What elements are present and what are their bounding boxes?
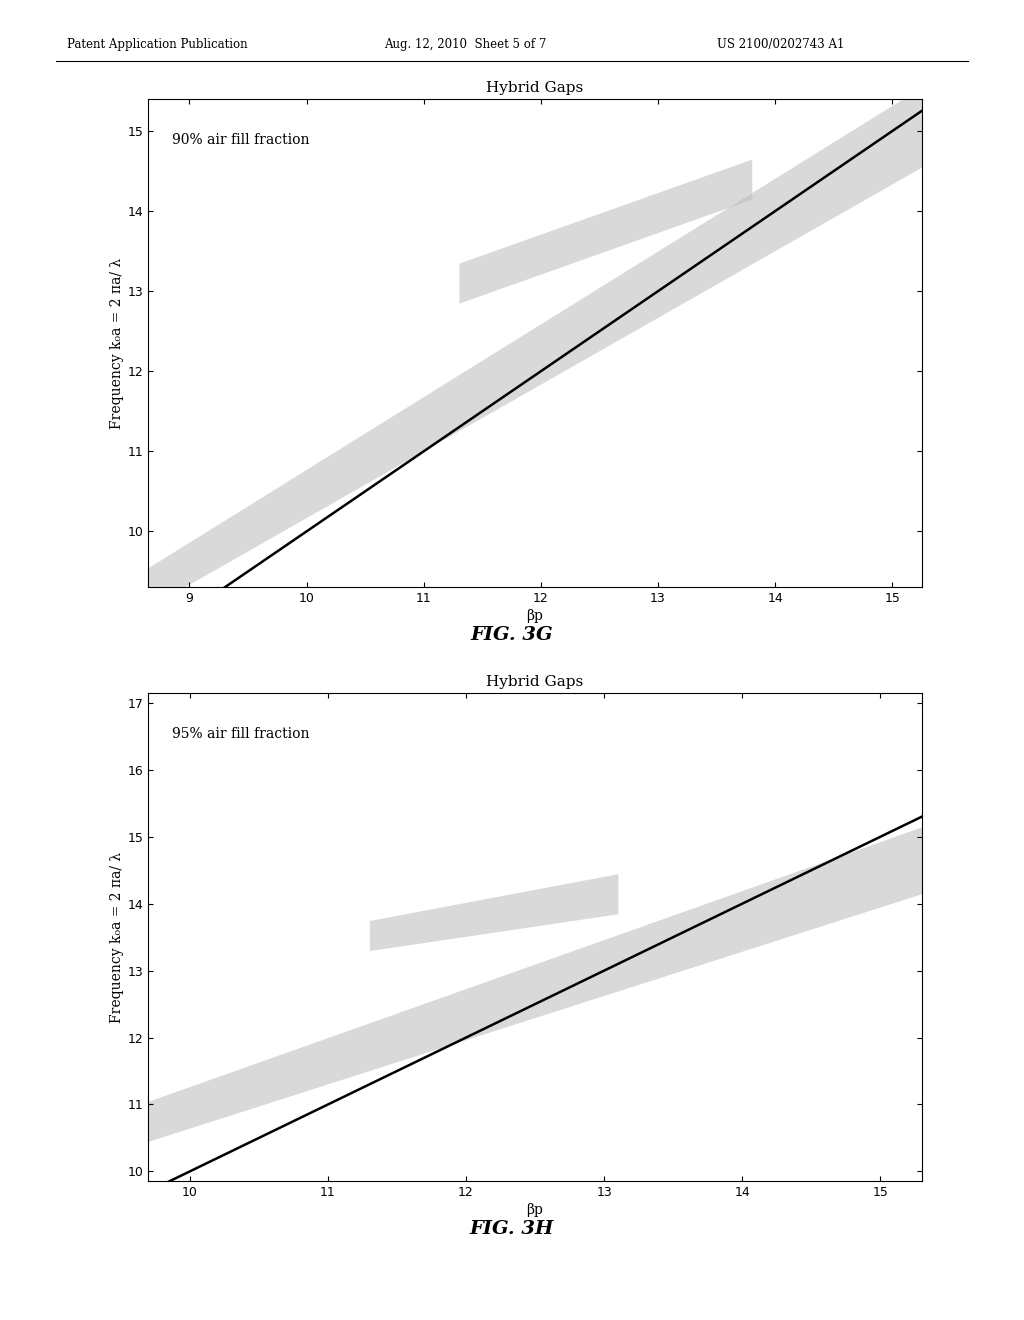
Title: Hybrid Gaps: Hybrid Gaps: [486, 81, 584, 95]
Text: 90% air fill fraction: 90% air fill fraction: [172, 133, 309, 148]
Text: Aug. 12, 2010  Sheet 5 of 7: Aug. 12, 2010 Sheet 5 of 7: [384, 37, 547, 50]
X-axis label: βp: βp: [526, 610, 544, 623]
Text: US 2100/0202743 A1: US 2100/0202743 A1: [717, 37, 844, 50]
Text: FIG. 3H: FIG. 3H: [470, 1220, 554, 1238]
Text: FIG. 3G: FIG. 3G: [471, 626, 553, 644]
Text: Patent Application Publication: Patent Application Publication: [67, 37, 247, 50]
X-axis label: βp: βp: [526, 1204, 544, 1217]
Title: Hybrid Gaps: Hybrid Gaps: [486, 675, 584, 689]
Y-axis label: Frequency k₀a = 2 πa/ λ: Frequency k₀a = 2 πa/ λ: [110, 257, 124, 429]
Text: 95% air fill fraction: 95% air fill fraction: [172, 727, 309, 742]
Y-axis label: Frequency k₀a = 2 πa/ λ: Frequency k₀a = 2 πa/ λ: [110, 851, 124, 1023]
